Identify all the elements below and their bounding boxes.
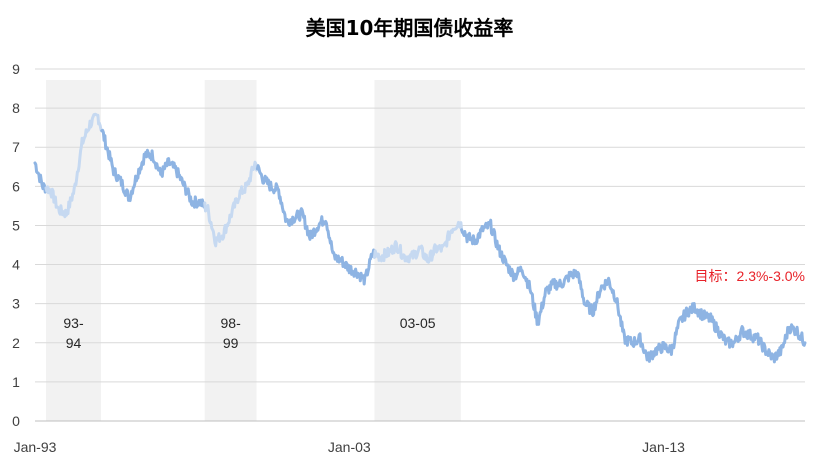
y-tick-label: 2 bbox=[12, 335, 20, 351]
series-line-segment-5 bbox=[372, 220, 464, 264]
y-tick-label: 6 bbox=[12, 178, 20, 194]
x-tick-label: Jan-93 bbox=[14, 439, 57, 455]
period-label-line: 93- bbox=[63, 315, 84, 331]
period-label-03-05: 03-05 bbox=[400, 315, 436, 331]
series-line-segment-6 bbox=[460, 218, 807, 364]
y-tick-label: 7 bbox=[12, 139, 20, 155]
series-line-segment-3 bbox=[203, 160, 259, 248]
highlight-band-93-94 bbox=[46, 80, 101, 421]
series-line-segment-0 bbox=[33, 161, 48, 194]
period-label-93-94: 93-94 bbox=[63, 315, 84, 351]
x-tick-label: Jan-13 bbox=[642, 439, 685, 455]
period-label-98-99: 98-99 bbox=[221, 315, 242, 351]
period-label-line: 94 bbox=[66, 335, 82, 351]
x-tick-label: Jan-03 bbox=[328, 439, 371, 455]
series-line-segment-1 bbox=[44, 112, 104, 219]
y-tick-label: 0 bbox=[12, 413, 20, 429]
chart-title: 美国10年期国债收益率 bbox=[305, 16, 514, 40]
y-tick-label: 9 bbox=[12, 61, 20, 77]
y-tick-label: 8 bbox=[12, 100, 20, 116]
y-tick-label: 5 bbox=[12, 217, 20, 233]
y-tick-label: 1 bbox=[12, 374, 20, 390]
series-line-segment-2 bbox=[100, 128, 207, 209]
y-tick-label: 3 bbox=[12, 296, 20, 312]
period-label-line: 99 bbox=[223, 335, 239, 351]
period-label-line: 98- bbox=[221, 315, 242, 331]
highlight-band-98-99 bbox=[204, 80, 257, 421]
series-line-segment-4 bbox=[255, 164, 376, 286]
y-tick-label: 4 bbox=[12, 257, 20, 273]
period-label-line: 03-05 bbox=[400, 315, 436, 331]
target-annotation: 目标：2.3%-3.0% bbox=[695, 268, 805, 284]
